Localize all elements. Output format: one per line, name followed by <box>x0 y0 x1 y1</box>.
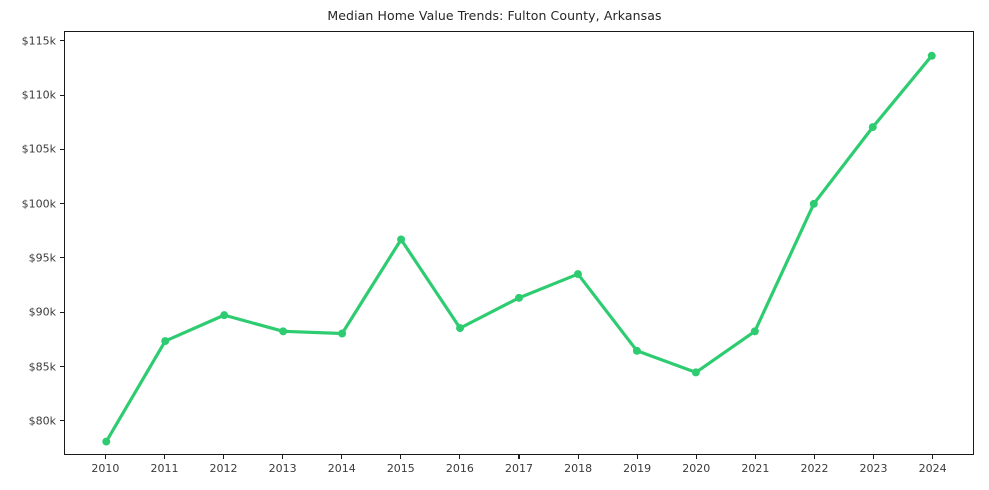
x-axis-tick-mark <box>695 455 697 459</box>
x-axis-tick-label: 2018 <box>564 462 593 475</box>
x-axis-tick-label: 2016 <box>445 462 474 475</box>
x-axis-tick-mark <box>872 455 875 459</box>
y-axis-tick-mark <box>60 420 64 422</box>
x-axis-tick-label: 2019 <box>623 462 652 475</box>
x-axis-tick-mark <box>636 455 638 459</box>
x-axis-tick-label: 2012 <box>209 462 238 475</box>
x-axis-tick-mark <box>222 455 225 459</box>
data-point-marker <box>456 324 465 333</box>
x-axis-tick-mark <box>459 455 461 459</box>
data-point-marker <box>279 327 288 336</box>
y-axis-tick-label: $105k <box>21 142 56 156</box>
x-axis-tick-label: 2017 <box>505 462 533 475</box>
data-point-marker <box>632 346 641 355</box>
x-axis-tick-label: 2024 <box>918 462 947 475</box>
chart-title: Median Home Value Trends: Fulton County,… <box>327 8 662 23</box>
x-axis-tick-mark <box>813 455 815 459</box>
x-axis-tick-mark <box>932 455 934 459</box>
data-point-marker <box>515 293 523 302</box>
data-point-marker <box>691 368 700 377</box>
data-point-marker <box>102 437 111 446</box>
y-axis-tick-mark <box>60 311 64 313</box>
y-axis-tick-label: $85k <box>28 360 56 373</box>
y-axis-tick-label: $115k <box>21 34 56 48</box>
x-axis-tick-label: 2023 <box>859 462 888 475</box>
x-axis-tick-label: 2020 <box>682 462 711 475</box>
x-axis-tick-mark <box>577 455 579 459</box>
x-axis-tick-mark <box>104 455 106 459</box>
x-axis-tick-label: 2015 <box>386 462 415 475</box>
y-axis-tick-mark <box>60 203 64 205</box>
y-axis-tick-label: $110k <box>21 88 56 102</box>
x-axis-tick-label: 2013 <box>268 462 297 475</box>
y-axis-tick-mark <box>60 257 64 259</box>
data-point-marker <box>868 123 877 132</box>
y-axis-tick-label: $90k <box>28 305 56 319</box>
y-axis-tick-mark <box>60 148 64 150</box>
line-series-svg <box>102 51 936 446</box>
plot-inner <box>65 32 973 454</box>
series-line <box>104 54 934 444</box>
x-axis-tick-mark <box>163 455 165 459</box>
x-axis-tick-mark <box>341 455 343 459</box>
x-axis-tick-mark <box>754 455 756 459</box>
plot-area <box>64 31 974 455</box>
y-axis-tick-mark <box>60 365 64 368</box>
data-point-marker <box>809 199 818 208</box>
data-point-marker <box>161 337 170 346</box>
y-axis-tick-label: $100k <box>21 197 56 211</box>
x-axis-tick-mark <box>400 455 402 459</box>
x-axis-tick-label: 2022 <box>800 462 829 475</box>
data-point-marker <box>338 329 347 338</box>
data-point-marker <box>397 235 406 244</box>
y-axis-tick-label: $80k <box>28 414 56 428</box>
x-axis-tick-label: 2011 <box>150 462 179 475</box>
x-axis-tick-label: 2010 <box>91 462 120 475</box>
y-axis-tick-mark <box>60 94 64 96</box>
x-axis-tick-mark <box>282 455 284 459</box>
y-axis-tick-mark <box>60 40 64 42</box>
x-axis-tick-label: 2021 <box>741 462 770 475</box>
data-point-marker <box>750 327 759 336</box>
data-point-marker <box>927 51 936 60</box>
x-axis-tick-label: 2014 <box>327 462 356 475</box>
y-axis-tick-label: $95k <box>28 251 56 265</box>
data-point-marker <box>573 270 582 279</box>
data-point-marker <box>220 311 229 320</box>
x-axis-tick-mark <box>518 455 520 459</box>
